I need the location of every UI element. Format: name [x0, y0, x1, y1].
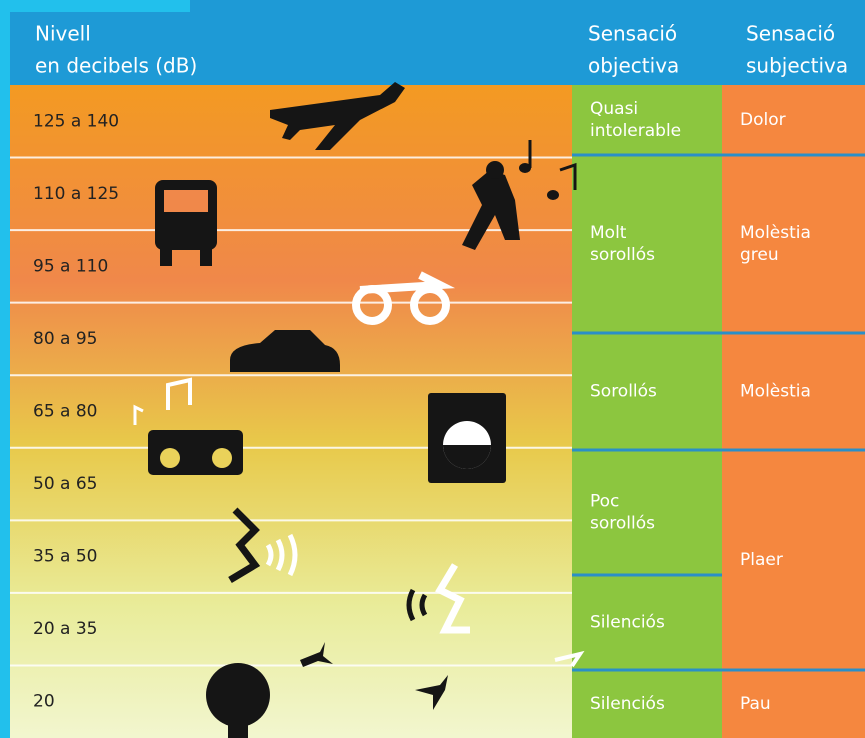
subjective-label: Molèstia [740, 223, 811, 243]
row-label: 110 a 125 [33, 184, 119, 204]
subjective-label: Pau [740, 694, 771, 714]
objective-label: Quasi [590, 99, 638, 119]
header-title: Sensació [746, 22, 835, 46]
subjective-label: Molèstia [740, 382, 811, 402]
row-label: 80 a 95 [33, 329, 98, 349]
header-title: objectiva [588, 54, 679, 78]
objective-label: sorollós [590, 514, 655, 534]
objective-label: intolerable [590, 121, 681, 141]
row-label: 20 a 35 [33, 619, 98, 639]
objective-label: Sorollós [590, 382, 657, 402]
objective-label: Poc [590, 492, 619, 512]
subjective-label: Plaer [740, 550, 783, 570]
subjective-label: Dolor [740, 110, 786, 130]
top-tab [0, 0, 190, 12]
row-label: 50 a 65 [33, 474, 98, 494]
objective-label: Silenciós [590, 694, 665, 714]
row-label: 65 a 80 [33, 402, 98, 422]
subjective-column [722, 85, 865, 738]
row-label: 125 a 140 [33, 111, 119, 131]
row-label: 20 [33, 692, 55, 712]
objective-label: Molt [590, 223, 627, 243]
objective-label: sorollós [590, 245, 655, 265]
objective-column [572, 85, 722, 738]
header-title: subjectiva [746, 54, 848, 78]
row-label: 35 a 50 [33, 547, 98, 567]
washer-icon [428, 393, 506, 483]
left-edge [0, 0, 10, 738]
header-title: en decibels (dB) [35, 54, 197, 78]
objective-label: Silenciós [590, 613, 665, 633]
noise-infographic: Nivell en decibels (dB) Sensació objectiva S… [0, 0, 865, 738]
header-title: Nivell [35, 22, 91, 46]
row-label: 95 a 110 [33, 256, 108, 276]
header-title: Sensació [588, 22, 677, 46]
subjective-label: greu [740, 245, 779, 265]
